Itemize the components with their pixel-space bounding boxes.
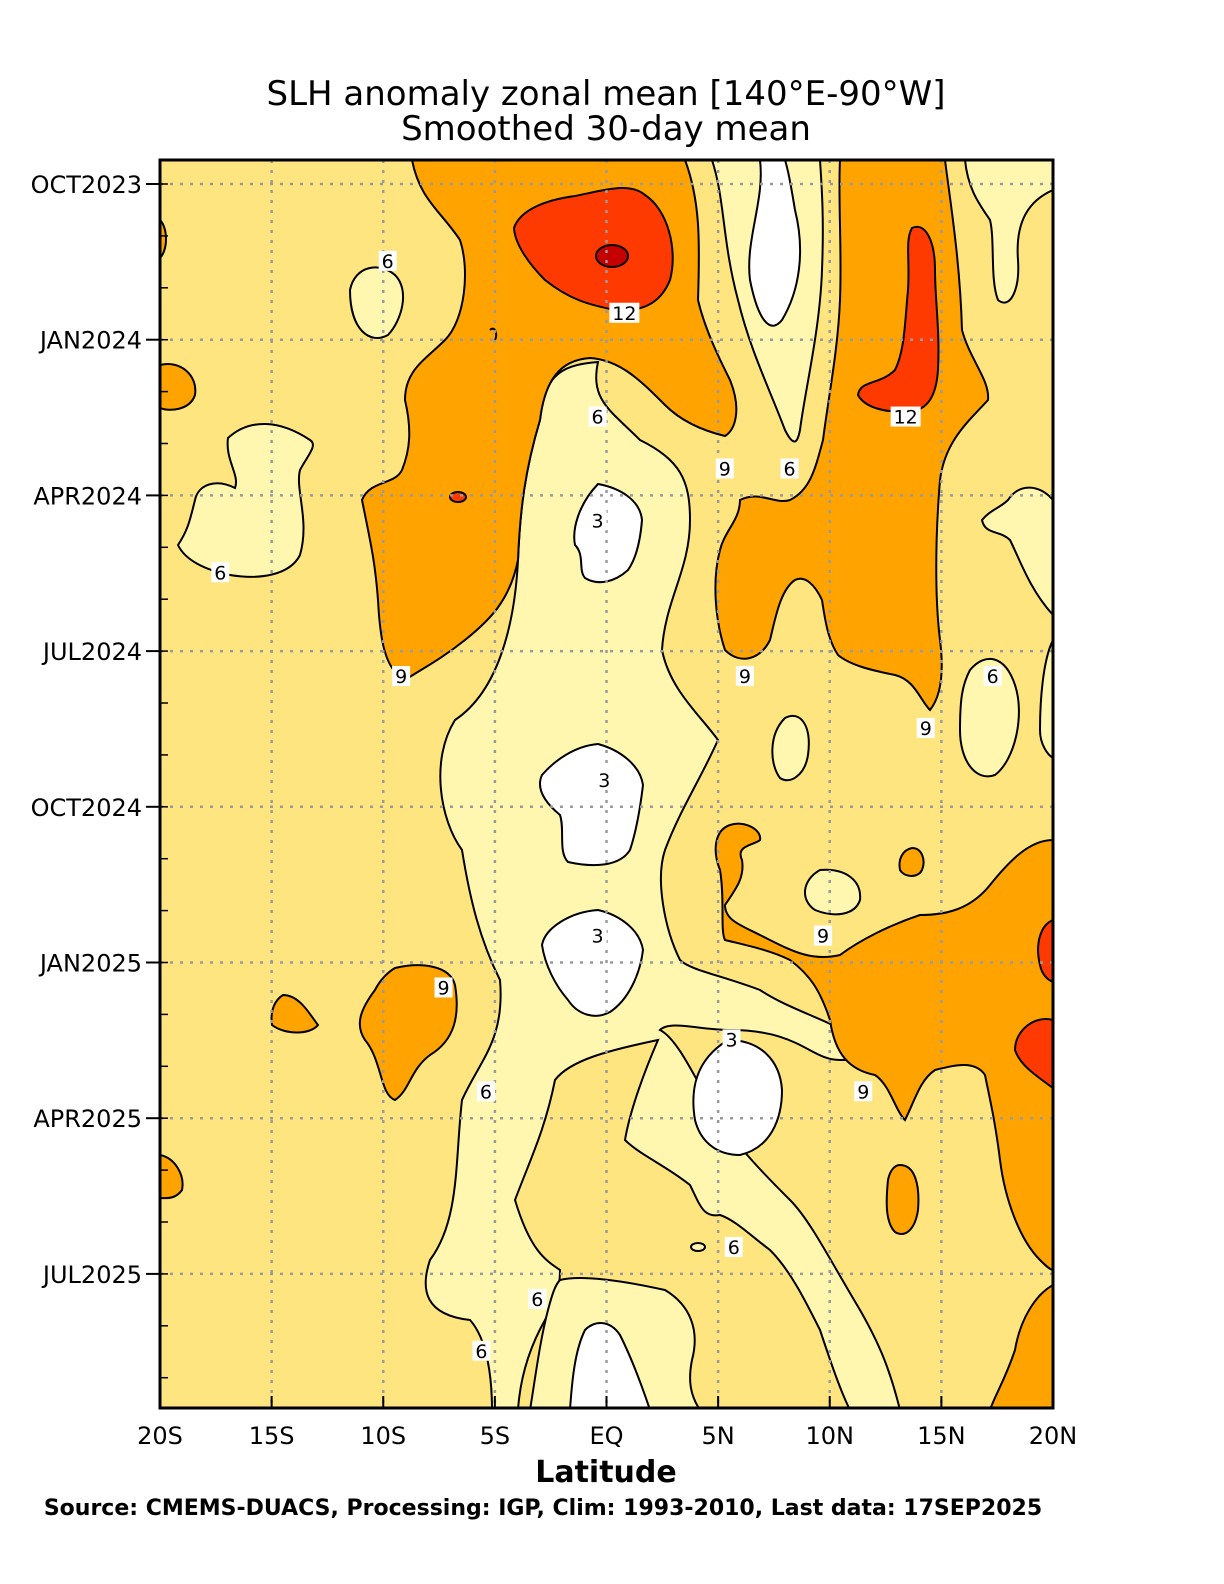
band-above-15-north-center	[595, 244, 629, 268]
y-tick-label: APR2025	[33, 1105, 142, 1133]
x-axis: 20S 15S 10S 5S EQ 5N 10N 15N 20N	[137, 1396, 1077, 1450]
band-9-12-west-may2025	[160, 1153, 184, 1200]
chart-title: SLH anomaly zonal mean [140°E-90°W]	[267, 74, 946, 114]
x-tick-label: 15S	[249, 1422, 295, 1450]
contour-label: 6	[531, 1289, 543, 1311]
contour-label-bg	[916, 717, 935, 738]
contour-label: 9	[817, 926, 829, 948]
contour-label-bg	[434, 977, 453, 998]
contour-label: 3	[592, 926, 604, 948]
contour-fill-layer	[160, 160, 1053, 1408]
band-below-3-eq-oct	[539, 742, 645, 867]
contour-label: 12	[894, 407, 918, 429]
contour-label: 3	[592, 510, 604, 532]
x-tick-label: 20S	[137, 1422, 183, 1450]
contour-label-bg	[780, 458, 799, 479]
band-3-6-east-edge-aug	[1038, 639, 1053, 760]
y-tick-label: JAN2025	[38, 950, 142, 978]
contour-label-bg	[588, 925, 607, 946]
band-9-12-14n-nov	[898, 846, 925, 877]
contour-label: 6	[214, 562, 226, 584]
contour-label: 6	[480, 1081, 492, 1103]
contour-label-bg	[609, 302, 640, 323]
contour-label: 9	[395, 666, 407, 688]
x-axis-title: Latitude	[535, 1455, 677, 1490]
contour-label: 3	[598, 770, 610, 792]
y-tick-label: JAN2024	[38, 327, 142, 355]
y-tick-label: OCT2024	[31, 794, 142, 822]
contour-label-bg	[595, 769, 614, 790]
contour-label-bg	[715, 458, 734, 479]
band-3-6-east-jul	[958, 657, 1020, 778]
contour-label: 9	[920, 718, 932, 740]
band-below-3-north-top	[748, 160, 802, 327]
band-12-15-small-apr	[449, 491, 467, 503]
source-note: Source: CMEMS-DUACS, Processing: IGP, Cl…	[44, 1496, 1042, 1521]
contour-label: 9	[739, 666, 751, 688]
band-3-6-west-bubble	[176, 423, 314, 578]
contour-label: 6	[987, 666, 999, 688]
x-tick-label: EQ	[589, 1422, 623, 1450]
x-tick-label: 10S	[360, 1422, 406, 1450]
contour-label: 9	[857, 1081, 869, 1103]
band-12-15-north-center	[512, 187, 674, 312]
contour-label-bg	[814, 925, 833, 946]
contour-label-bg	[472, 1340, 491, 1361]
band-3-6-northeast-corner	[963, 160, 1053, 304]
contour-label-bg	[735, 666, 754, 687]
contour-label: 6	[475, 1341, 487, 1363]
contour-label-bg	[211, 562, 230, 583]
grid-lines	[160, 160, 1053, 1408]
contour-label: 6	[784, 458, 796, 480]
band-3-6-jun-dot	[690, 1242, 706, 1252]
x-tick-label: 20N	[1029, 1422, 1078, 1450]
contour-labels: 6 12 6 9 6 12 3 6 9 9 6 9 3 3 9 9 6 3 9 6 6 6	[211, 250, 1002, 1363]
band-9-12-east-2025	[714, 822, 1053, 1272]
contour-label-bg	[722, 1029, 741, 1050]
band-3-6-10n-dec	[804, 868, 862, 916]
contour-label-bg	[890, 406, 921, 427]
y-tick-label: JUL2024	[41, 638, 142, 666]
band-12-15-north-east	[856, 225, 940, 414]
band-12-15-east-jan	[1037, 918, 1053, 984]
band-3-6-aug-small	[771, 714, 810, 782]
band-below-3-eq-bottom-inner	[569, 1322, 651, 1408]
chart-subtitle: Smoothed 30-day mean	[401, 109, 811, 149]
band-9-12-west-nov	[160, 363, 197, 411]
y-tick-label: APR2024	[33, 482, 142, 510]
contour-label-bg	[724, 1236, 743, 1257]
band-9-12-east-bottom	[989, 1283, 1053, 1408]
y-axis: OCT2023 JAN2024 APR2024 JUL2024 OCT2024 JAN20…	[31, 171, 168, 1379]
contour-label: 12	[612, 303, 636, 325]
contour-label-bg	[983, 666, 1002, 687]
contour-label: 3	[725, 1029, 737, 1051]
contour-label-bg	[378, 250, 397, 271]
contour-label-bg	[528, 1288, 547, 1309]
band-below-3-5n-mar	[692, 1038, 784, 1157]
band-12-15-east-mar	[1013, 1018, 1053, 1090]
contour-label: 6	[592, 407, 604, 429]
x-tick-label: 5S	[480, 1422, 511, 1450]
band-3-6-nov2023-bubble	[348, 266, 404, 339]
contour-label-bg	[392, 666, 411, 687]
band-9-12-15s-feb	[270, 993, 320, 1034]
contour-label-bg	[588, 406, 607, 427]
band-9-12-10s-feb	[358, 964, 458, 1102]
x-tick-label: 5N	[702, 1422, 735, 1450]
y-tick-label: JUL2025	[41, 1261, 142, 1289]
contour-label-bg	[476, 1081, 495, 1102]
contour-label-bg	[854, 1081, 873, 1102]
x-tick-label: 15N	[917, 1422, 966, 1450]
contour-label: 9	[719, 458, 731, 480]
contour-label: 9	[437, 977, 449, 999]
contour-label: 6	[728, 1237, 740, 1259]
contour-label-bg	[588, 510, 607, 531]
y-tick-label: OCT2023	[31, 171, 142, 199]
band-9-12-14n-jun	[885, 1163, 920, 1235]
contour-label: 6	[382, 251, 394, 273]
x-tick-label: 10N	[806, 1422, 855, 1450]
band-3-6-east-apr	[980, 486, 1053, 617]
